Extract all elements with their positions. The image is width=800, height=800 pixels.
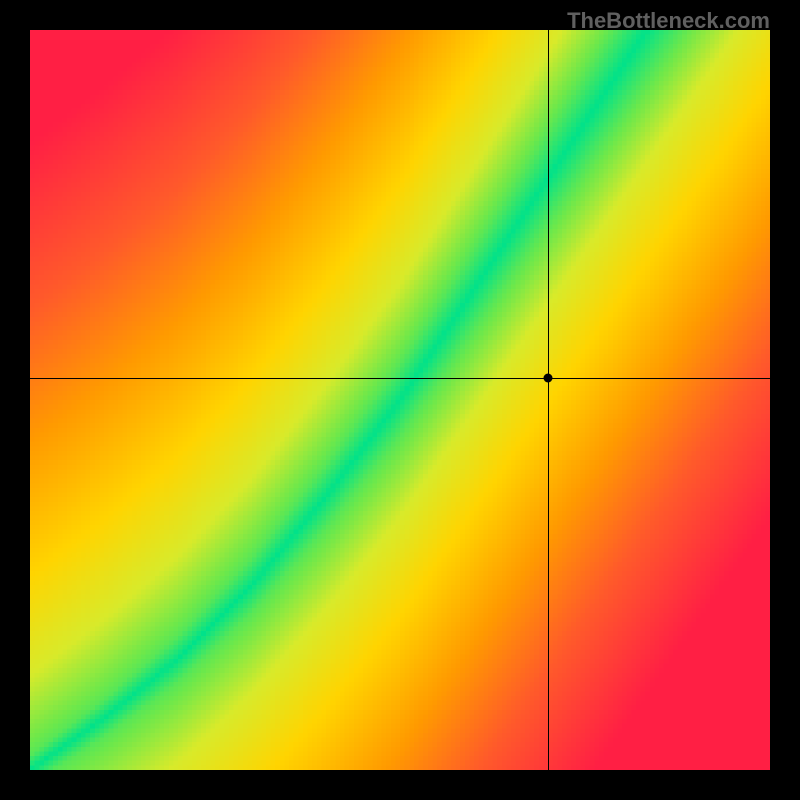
marker-dot: [544, 373, 553, 382]
watermark-text: TheBottleneck.com: [567, 8, 770, 34]
chart-container: TheBottleneck.com: [0, 0, 800, 800]
crosshair-horizontal: [30, 378, 770, 379]
plot-area: [30, 30, 770, 770]
crosshair-vertical: [548, 30, 549, 770]
heatmap-canvas: [30, 30, 770, 770]
